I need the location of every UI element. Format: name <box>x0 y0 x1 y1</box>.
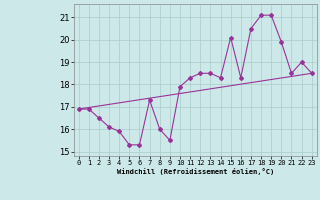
X-axis label: Windchill (Refroidissement éolien,°C): Windchill (Refroidissement éolien,°C) <box>116 168 274 175</box>
